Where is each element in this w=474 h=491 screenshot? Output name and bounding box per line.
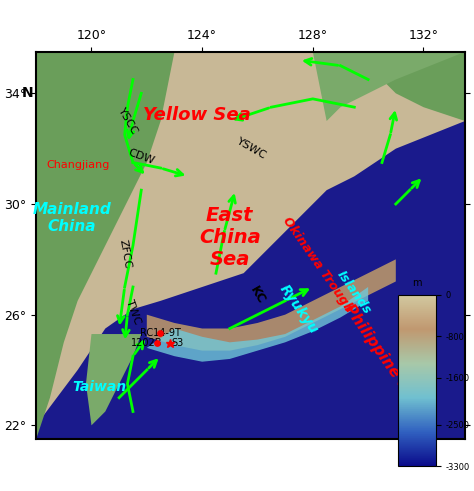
Text: N: N [22, 86, 34, 100]
Text: East
China
Sea: East China Sea [199, 206, 261, 269]
Polygon shape [36, 52, 465, 425]
Text: 1202B: 1202B [131, 338, 163, 348]
Polygon shape [147, 287, 368, 362]
Polygon shape [313, 52, 465, 121]
Text: RC14-9T: RC14-9T [140, 327, 181, 338]
Text: Islands: Islands [335, 268, 374, 317]
Polygon shape [368, 52, 465, 121]
Text: Yellow Sea: Yellow Sea [143, 107, 250, 124]
Text: TWC: TWC [124, 298, 142, 326]
Polygon shape [147, 259, 396, 351]
Text: Taiwan: Taiwan [73, 380, 127, 394]
Text: Changjiang: Changjiang [46, 160, 109, 170]
Title: m: m [412, 278, 422, 288]
Text: KC: KC [247, 284, 268, 306]
Text: Mainland
China: Mainland China [33, 202, 111, 234]
Text: S3: S3 [171, 338, 183, 348]
Text: YSWC: YSWC [235, 136, 269, 161]
Text: Okinawa Trough: Okinawa Trough [281, 215, 356, 315]
Text: ZFCC: ZFCC [117, 239, 132, 269]
Polygon shape [36, 52, 174, 439]
Text: Philippine Sea: Philippine Sea [341, 301, 423, 411]
Text: YSCC: YSCC [116, 106, 139, 136]
Text: CDW: CDW [127, 148, 156, 166]
Text: Ryukyu: Ryukyu [277, 282, 321, 336]
Polygon shape [86, 334, 141, 425]
